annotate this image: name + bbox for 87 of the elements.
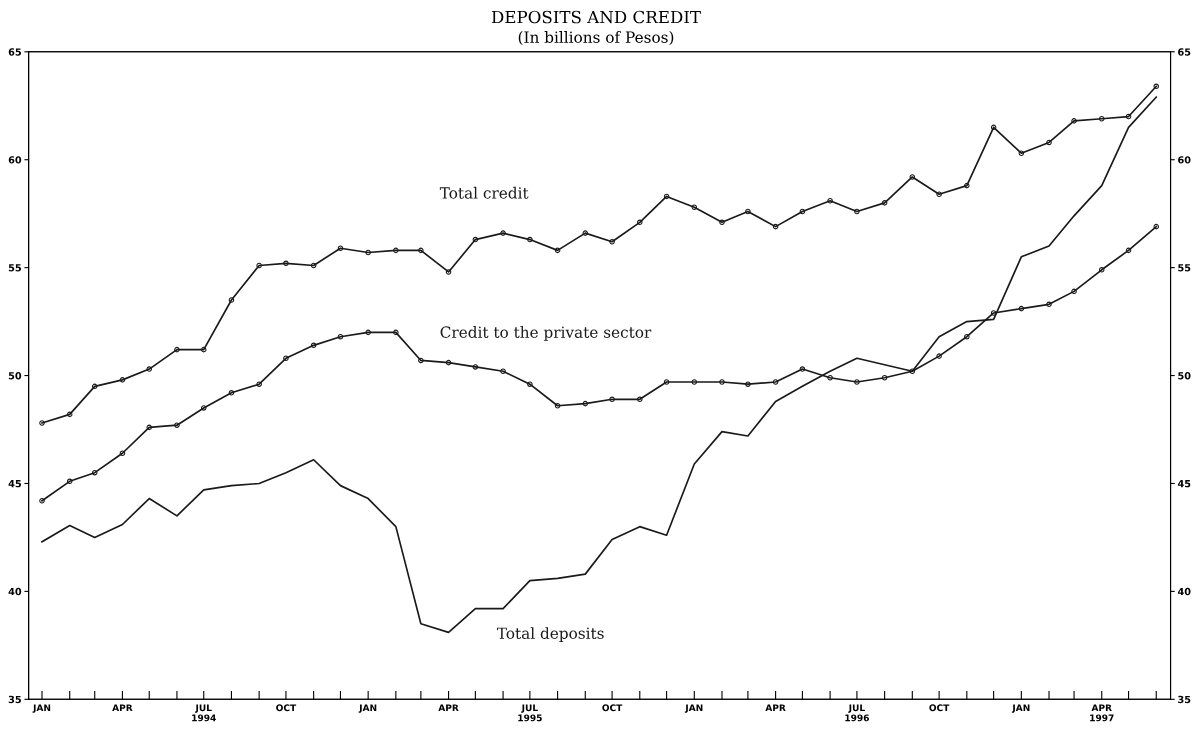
point: [1018, 150, 1025, 157]
point: [365, 249, 371, 256]
x-tick-label: OCT: [602, 704, 623, 712]
y2-tick-label: 40: [1177, 587, 1191, 596]
point: [719, 219, 725, 226]
point: [1153, 223, 1160, 230]
series-label: Credit to the private sector: [440, 326, 652, 341]
point: [691, 379, 698, 385]
point: [418, 247, 424, 254]
x-tick-label: JAN: [1011, 704, 1030, 713]
point: [745, 381, 751, 387]
point: [881, 200, 888, 206]
y-tick-label: 50: [8, 372, 22, 380]
y-tick-label: 40: [8, 587, 22, 596]
point: [283, 355, 289, 362]
y-tick-label: 65: [8, 48, 21, 56]
point: [745, 208, 751, 215]
point: [1046, 139, 1052, 146]
x-tick-label: APR: [765, 704, 786, 712]
point: [174, 422, 180, 428]
x-tick-label: APR 1997: [1090, 704, 1114, 722]
point: [554, 402, 561, 409]
point: [472, 364, 479, 370]
point: [936, 191, 942, 198]
series-label: Total deposits: [496, 627, 604, 642]
point: [691, 204, 698, 210]
text: Total credit: [439, 186, 529, 199]
y2-tick-label: 45: [1177, 480, 1191, 488]
y2-tick-label: 35: [1178, 695, 1191, 704]
point: [393, 247, 399, 254]
point: [772, 379, 779, 385]
point: [119, 450, 126, 457]
point: [256, 381, 262, 387]
point: [1046, 301, 1052, 308]
chart-subtitle: (In billions of Pesos): [518, 31, 674, 46]
x-tick-label: OCT: [929, 704, 950, 712]
point: [445, 269, 452, 275]
point: [200, 405, 207, 411]
point: [827, 197, 833, 204]
point: [1071, 288, 1077, 295]
x-tick-label: JUL 1994: [192, 704, 216, 722]
point: [609, 396, 615, 403]
point: [418, 357, 424, 364]
y-tick-label: 60: [8, 156, 22, 164]
point: [609, 238, 615, 245]
y2-tick-label: 55: [1178, 264, 1191, 272]
point: [228, 297, 235, 303]
point: [39, 497, 45, 504]
y2-tick-label: 60: [1178, 156, 1191, 164]
point: [936, 353, 942, 359]
point: [964, 182, 970, 189]
y2-tick-label: 50: [1178, 372, 1191, 380]
x-tick-label: JUL 1996: [845, 704, 869, 722]
point: [637, 219, 643, 226]
point: [337, 245, 344, 251]
point: [527, 381, 533, 387]
point: [527, 236, 533, 243]
line-series: [39, 83, 1160, 426]
y-tick-label: 45: [8, 480, 21, 488]
chart-title: DEPOSITS AND CREDIT: [491, 10, 701, 24]
point: [637, 396, 643, 403]
point: [663, 379, 670, 385]
point: [146, 424, 153, 431]
point: [799, 366, 806, 372]
x-tick-label: APR: [438, 704, 459, 712]
point: [228, 390, 235, 396]
point: [582, 230, 589, 236]
x-tick-label: JUL 1995: [518, 704, 542, 722]
x-tick-label: OCT: [276, 704, 297, 712]
y2-tick-label: 65: [1178, 48, 1191, 56]
point: [256, 262, 262, 269]
y-tick-label: 35: [8, 695, 21, 704]
point: [174, 346, 180, 353]
point: [1098, 267, 1105, 273]
point: [365, 329, 371, 336]
point: [854, 208, 860, 215]
x-tick-label: JAN: [684, 704, 703, 713]
point: [393, 329, 399, 336]
point: [119, 377, 126, 383]
x-tick-label: JAN: [32, 704, 51, 713]
y-tick-label: 55: [8, 264, 21, 272]
x-tick-label: JAN: [358, 704, 377, 713]
point: [827, 374, 833, 381]
point: [964, 333, 970, 340]
point: [909, 174, 916, 180]
point: [283, 260, 289, 267]
x-tick-label: APR: [112, 704, 133, 712]
